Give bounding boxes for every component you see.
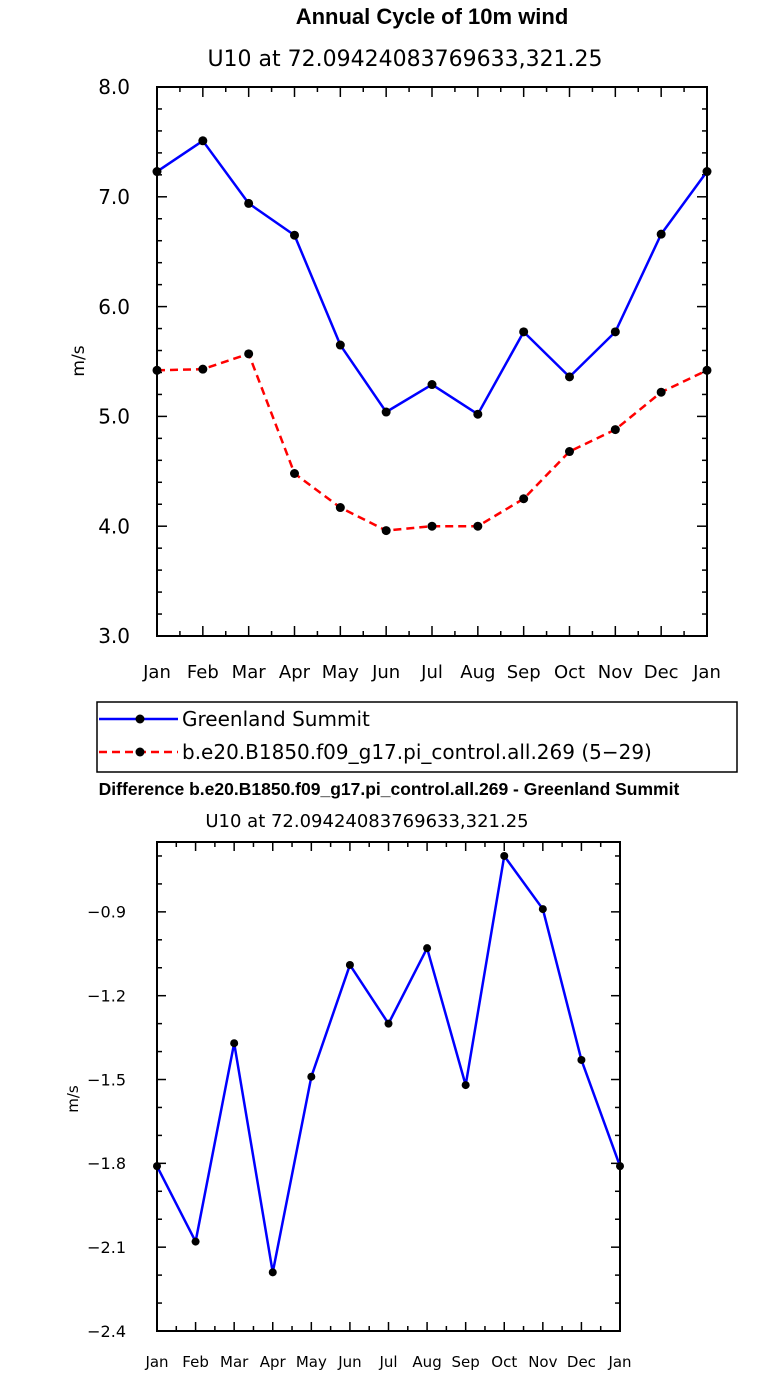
series-line-0 [156, 139, 709, 416]
data-point [577, 1055, 586, 1064]
data-point [384, 1019, 393, 1028]
x-tick-label: Oct [491, 1353, 517, 1371]
y-axis-label: m/s [69, 345, 89, 376]
data-point [519, 327, 529, 337]
data-point [473, 409, 483, 419]
data-point [519, 494, 529, 504]
y-tick-label: 4.0 [98, 514, 130, 538]
data-point [656, 229, 666, 239]
data-point [345, 960, 354, 969]
x-tick-label: Jul [378, 1353, 397, 1371]
y-tick-label: −0.9 [87, 903, 126, 922]
x-tick-label: Apr [279, 662, 311, 683]
chart-annual-cycle: Annual Cycle of 10m wind U10 at 72.09424… [69, 4, 721, 683]
x-tick-label: Dec [644, 662, 679, 683]
data-point [290, 468, 299, 478]
y-tick-label: −2.1 [87, 1238, 126, 1257]
x-tick-label: Aug [412, 1353, 441, 1371]
data-point [538, 905, 547, 914]
legend-box [96, 701, 738, 773]
x-tick-label: Aug [460, 662, 495, 683]
data-point [230, 1039, 239, 1048]
data-point [244, 198, 254, 208]
y-tick-label: −1.5 [87, 1070, 126, 1089]
data-point [565, 372, 574, 382]
x-tick-label: Jan [144, 1353, 168, 1371]
data-point [244, 349, 254, 359]
data-point [500, 851, 509, 860]
legend-marker-control [135, 747, 145, 757]
x-tick-label: Jan [692, 662, 721, 683]
chart-title: Annual Cycle of 10m wind [296, 4, 569, 29]
x-tick-label: Jun [337, 1353, 361, 1371]
data-point [702, 365, 712, 375]
data-point [427, 380, 437, 390]
data-point [191, 1237, 200, 1246]
data-point [381, 407, 391, 417]
x-tick-label: Jan [607, 1353, 631, 1371]
data-point [610, 327, 620, 337]
x-tick-label: Sep [452, 1353, 480, 1371]
y-tick-label: 7.0 [98, 185, 130, 209]
data-point [381, 526, 391, 536]
y-tick-label: 5.0 [98, 405, 130, 429]
x-tick-label: Jun [371, 662, 400, 683]
data-point [610, 425, 620, 435]
data-point [153, 1162, 161, 1171]
x-tick-label: Mar [220, 1353, 249, 1371]
data-point [152, 167, 162, 177]
plot-area [152, 136, 712, 536]
data-point [473, 521, 483, 531]
legend: Greenland Summit b.e20.B1850.f09_g17.pi_… [96, 701, 738, 773]
y-tick-label: −2.4 [87, 1322, 126, 1341]
data-point [702, 167, 712, 177]
chart-subtitle: U10 at 72.09424083769633,321.25 [207, 47, 602, 72]
legend-marker-greenland [135, 714, 145, 724]
x-tick-label: Feb [182, 1353, 209, 1371]
x-tick-label: Jul [420, 662, 443, 683]
data-point [198, 136, 208, 146]
chart-difference: Difference b.e20.B1850.f09_g17.pi_contro… [64, 779, 679, 1371]
x-tick-label: Apr [260, 1353, 287, 1371]
x-tick-label: Dec [567, 1353, 596, 1371]
x-tick-label: Feb [187, 662, 219, 683]
data-point [335, 340, 345, 350]
y-tick-label: −1.2 [87, 986, 126, 1005]
data-point [290, 230, 299, 240]
data-point [565, 447, 574, 457]
x-tick-label: May [296, 1353, 327, 1371]
x-tick-label: Sep [507, 662, 541, 683]
data-point [427, 521, 437, 531]
y-tick-label: −1.8 [87, 1154, 126, 1173]
data-point [335, 503, 345, 513]
data-point [307, 1072, 316, 1081]
y-axis-label: m/s [64, 1085, 82, 1113]
data-point [616, 1162, 624, 1171]
axis-frame: 3.0 4.0 5.0 6.0 7.0 8.0 Jan Feb Mar Apr May Jun Jul A… [98, 75, 721, 683]
data-point [152, 365, 162, 375]
data-point [268, 1268, 277, 1277]
plot-frame [156, 86, 708, 637]
x-tick-label: Mar [232, 662, 267, 683]
y-tick-label: 6.0 [98, 295, 130, 319]
chart-subtitle: U10 at 72.09424083769633,321.25 [205, 811, 528, 832]
x-tick-label: May [322, 662, 360, 683]
axis-frame: −2.4 −2.1 −1.8 −1.5 −1.2 −0.9 Jan Feb Mar Apr May J… [87, 841, 632, 1371]
data-point [198, 364, 208, 374]
x-tick-label: Jan [142, 662, 171, 683]
series-line-0 [155, 854, 622, 1274]
x-tick-label: Nov [598, 662, 633, 683]
plot-area [153, 851, 624, 1277]
x-tick-label: Nov [528, 1353, 557, 1371]
data-point [423, 944, 432, 953]
legend-label-control: b.e20.B1850.f09_g17.pi_control.all.269 (… [182, 740, 652, 764]
x-tick-label: Oct [554, 662, 585, 683]
legend-label-greenland: Greenland Summit [182, 707, 370, 731]
data-point [656, 387, 666, 397]
y-tick-label: 3.0 [98, 624, 130, 648]
data-point [461, 1081, 470, 1090]
y-tick-label: 8.0 [98, 75, 130, 99]
chart-title: Difference b.e20.B1850.f09_g17.pi_contro… [99, 779, 680, 799]
